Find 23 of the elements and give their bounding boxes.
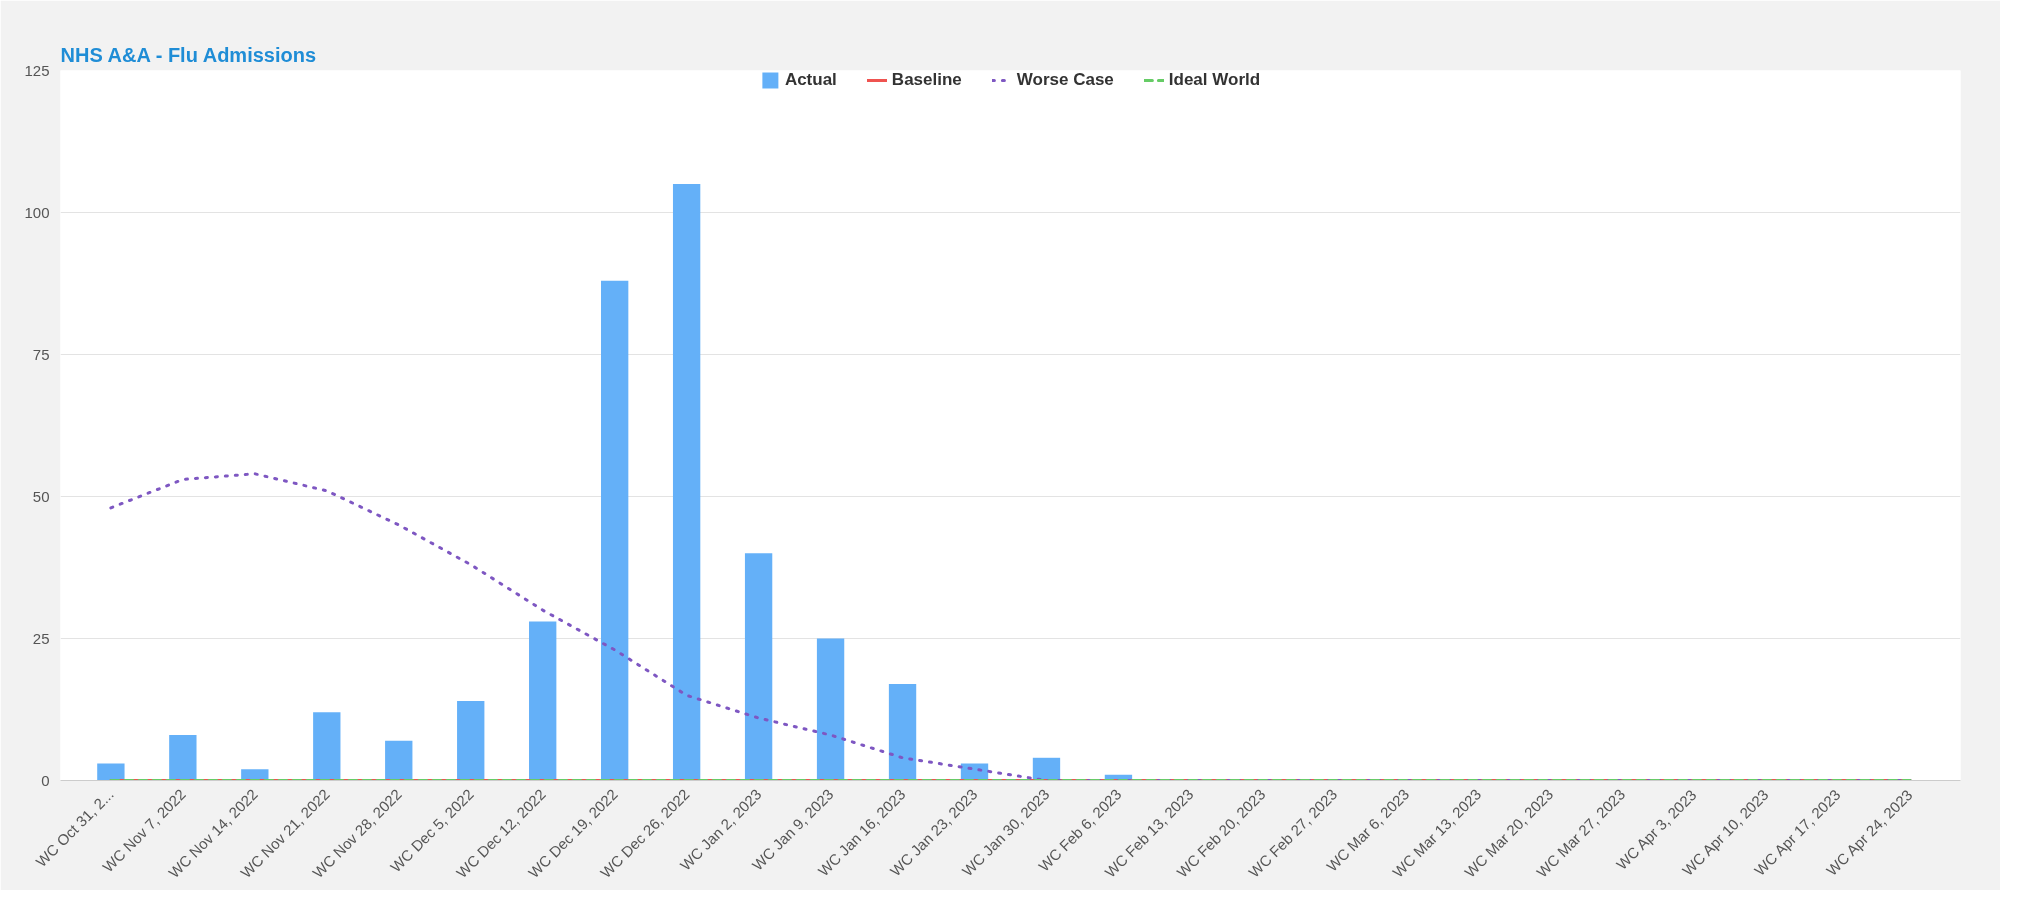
bar (816, 638, 845, 781)
bar (600, 280, 629, 781)
bar (672, 184, 701, 781)
legend-label: Ideal World (1168, 70, 1261, 90)
bar (1032, 757, 1061, 781)
y-tick-label: 0 (41, 771, 50, 789)
y-tick-label: 100 (24, 203, 50, 221)
legend-label: Worse Case (1016, 70, 1114, 90)
bar (744, 553, 773, 781)
bar (457, 700, 485, 781)
bar (97, 763, 125, 781)
y-tick-label: 125 (24, 61, 50, 79)
y-tick-label: 50 (32, 487, 50, 505)
bar (313, 712, 341, 781)
chart-title: NHS A&A - Flu Admissions (60, 43, 317, 66)
y-tick-label: 25 (32, 629, 50, 647)
bar (169, 735, 197, 781)
y-tick-label: 75 (32, 345, 50, 363)
legend-label: Actual (784, 70, 837, 90)
bar (385, 740, 413, 781)
bar (888, 683, 917, 781)
legend-label: Baseline (891, 70, 962, 90)
bar (529, 621, 557, 781)
